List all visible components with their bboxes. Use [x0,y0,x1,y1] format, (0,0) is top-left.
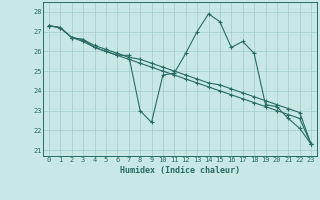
X-axis label: Humidex (Indice chaleur): Humidex (Indice chaleur) [120,166,240,175]
